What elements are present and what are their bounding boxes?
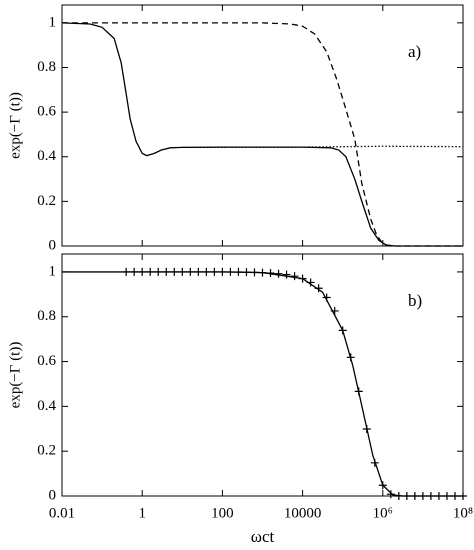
marker [290, 272, 299, 281]
line [62, 22, 463, 247]
plot-frame [61, 4, 464, 247]
marker [226, 267, 235, 276]
x-tick-label: 0.01 [49, 505, 75, 521]
y-tick-label: 0.6 [37, 353, 56, 369]
plot-frame [61, 253, 464, 497]
line [182, 145, 464, 149]
marker [354, 387, 363, 396]
marker [202, 267, 211, 276]
y-tick-label: 1 [49, 14, 57, 30]
marker [426, 492, 435, 500]
x-tick-label: 1 [138, 505, 146, 521]
marker [146, 267, 155, 276]
marker [162, 267, 171, 276]
marker [138, 267, 147, 276]
marker [266, 269, 275, 278]
y-tick-label: 0.2 [37, 193, 56, 209]
marker [242, 268, 251, 277]
marker [378, 481, 387, 490]
marker [306, 278, 315, 287]
marker [362, 425, 371, 434]
marker [178, 267, 187, 276]
y-axis-label: exp(−Γ (t)) [7, 342, 23, 409]
line [62, 271, 463, 497]
y-tick-label: 0.2 [37, 443, 56, 459]
marker [442, 492, 451, 500]
x-tick-label: 100 [211, 505, 234, 521]
marker [450, 492, 459, 500]
x-tick-label: 10⁶ [373, 505, 393, 521]
marker [434, 492, 443, 500]
marker [402, 492, 411, 500]
annotation: b) [408, 291, 422, 310]
marker [346, 353, 355, 362]
marker [298, 274, 307, 283]
marker [322, 293, 331, 302]
marker [459, 492, 467, 500]
y-tick-label: 1 [49, 263, 57, 279]
marker [250, 268, 259, 277]
marker [210, 267, 219, 276]
marker [170, 267, 179, 276]
marker [122, 267, 131, 276]
marker [394, 492, 403, 500]
marker [234, 267, 243, 276]
y-tick-label: 0.4 [37, 398, 56, 414]
marker [338, 326, 347, 335]
line [61, 22, 463, 247]
y-axis-label: exp(−Γ (t)) [7, 92, 23, 159]
marker [154, 267, 163, 276]
marker [410, 492, 419, 500]
marker [370, 458, 379, 467]
x-axis-label: ωct [251, 527, 275, 546]
marker [186, 267, 195, 276]
x-tick-label: 10⁸ [453, 505, 473, 521]
annotation: a) [408, 42, 421, 61]
x-tick-label: 10000 [284, 505, 322, 521]
y-tick-label: 0.6 [37, 104, 56, 120]
marker [418, 492, 427, 500]
y-tick-label: 0.8 [37, 308, 56, 324]
y-tick-label: 0.4 [37, 148, 56, 164]
y-tick-label: 0 [49, 487, 57, 503]
marker [218, 267, 227, 276]
marker [282, 270, 291, 279]
y-tick-label: 0.8 [37, 59, 56, 75]
marker [330, 306, 339, 315]
marker [194, 267, 203, 276]
marker [274, 269, 283, 278]
marker [258, 268, 267, 277]
marker [130, 267, 139, 276]
marker [314, 284, 323, 293]
marker [386, 490, 395, 499]
y-tick-label: 0 [49, 237, 57, 253]
